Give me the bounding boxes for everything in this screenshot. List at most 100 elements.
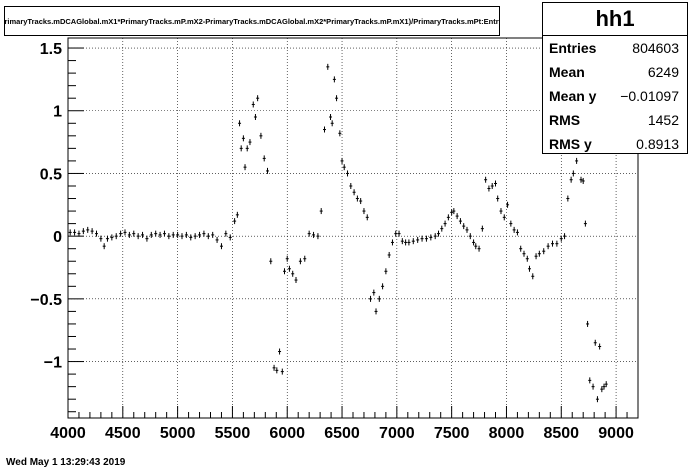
y-tick-label: 1: [53, 104, 62, 121]
data-point: [496, 195, 500, 202]
data-point: [499, 208, 503, 215]
y-tick-label: 0: [53, 229, 62, 246]
data-point: [372, 289, 376, 296]
data-point: [219, 243, 223, 250]
data-point: [429, 234, 433, 241]
data-point: [228, 234, 232, 241]
data-point: [332, 76, 336, 83]
data-point: [329, 114, 333, 121]
data-point: [110, 234, 114, 241]
x-tick-label: 6000: [269, 425, 305, 442]
data-point: [591, 383, 595, 390]
data-point: [326, 63, 330, 70]
data-point: [280, 368, 284, 375]
data-point: [294, 277, 298, 284]
data-point: [509, 220, 513, 227]
data-point: [542, 248, 546, 255]
data-point: [600, 386, 604, 393]
x-tick-label: 4500: [105, 425, 141, 442]
data-point: [346, 170, 350, 177]
data-point: [525, 255, 529, 262]
data-point: [531, 273, 535, 280]
stats-value: 6249: [647, 64, 679, 80]
stats-label: Entries: [549, 40, 597, 56]
data-point: [342, 164, 346, 171]
data-point: [588, 377, 592, 384]
data-point: [374, 308, 378, 315]
y-tick-label: −0.5: [30, 292, 62, 309]
data-point: [551, 240, 554, 247]
data-point: [416, 236, 420, 243]
data-point: [411, 238, 415, 245]
stats-row-mean: Mean 6249: [543, 60, 687, 84]
stats-label: RMS: [549, 112, 581, 128]
data-point: [440, 225, 444, 232]
stats-row-mean-y: Mean y −0.01097: [543, 84, 687, 108]
data-point: [474, 243, 478, 250]
data-point: [251, 101, 255, 108]
data-point: [433, 233, 437, 240]
data-point: [468, 233, 472, 240]
data-point: [490, 182, 494, 189]
data-point: [287, 265, 291, 272]
data-point: [206, 233, 210, 240]
data-point: [604, 381, 608, 388]
stats-value: −0.01097: [620, 88, 679, 104]
data-point: [595, 396, 599, 403]
data-point: [586, 320, 590, 327]
data-point: [369, 295, 373, 302]
data-point: [420, 235, 424, 242]
stats-box: hh1 Entries 804603 Mean 6249 Mean y −0.0…: [542, 2, 688, 154]
data-point: [384, 268, 388, 275]
data-point: [458, 218, 462, 225]
stats-value: 1452: [647, 112, 679, 128]
data-point: [167, 233, 171, 240]
data-point: [272, 364, 276, 371]
axis-ticks: [67, 47, 639, 418]
data-point: [355, 195, 359, 202]
data-point: [340, 157, 344, 164]
data-point: [241, 135, 245, 142]
data-point: [256, 95, 260, 102]
data-point: [127, 231, 131, 238]
y-tick-label: −1: [44, 355, 62, 372]
data-point: [487, 185, 491, 192]
data-point: [519, 245, 523, 252]
data-point: [581, 177, 585, 184]
data-point: [583, 220, 587, 227]
data-point: [349, 182, 353, 189]
data-point: [330, 120, 334, 127]
data-point: [546, 243, 550, 250]
data-point: [527, 265, 531, 272]
data-point: [335, 95, 339, 102]
x-tick-label: 5000: [160, 425, 196, 442]
x-tick-label: 5500: [215, 425, 251, 442]
data-point: [285, 255, 289, 262]
data-point: [472, 239, 476, 246]
data-point: [506, 201, 510, 208]
data-point: [452, 208, 456, 215]
x-tick-label: 6500: [324, 425, 360, 442]
data-point: [303, 255, 307, 262]
data-point: [235, 211, 239, 218]
data-point: [95, 230, 98, 237]
data-point: [593, 339, 597, 346]
data-point: [397, 230, 401, 237]
data-point: [266, 167, 269, 174]
data-point: [579, 176, 583, 183]
tick-labels: 4000 4500 5000 5500 6000 6500 7000 7500 8000 8500…: [30, 41, 634, 442]
data-point: [555, 240, 559, 247]
data-point: [437, 230, 440, 237]
data-point: [141, 231, 145, 238]
x-tick-label: 8000: [489, 425, 525, 442]
stats-value: 0.8913: [636, 136, 679, 152]
data-point: [105, 235, 109, 242]
data-point: [387, 251, 391, 258]
data-point: [502, 214, 506, 221]
data-point: [211, 231, 215, 238]
data-point: [602, 383, 606, 390]
data-point: [132, 230, 136, 237]
data-point: [319, 208, 323, 215]
data-point: [243, 164, 247, 171]
data-point: [298, 258, 302, 265]
